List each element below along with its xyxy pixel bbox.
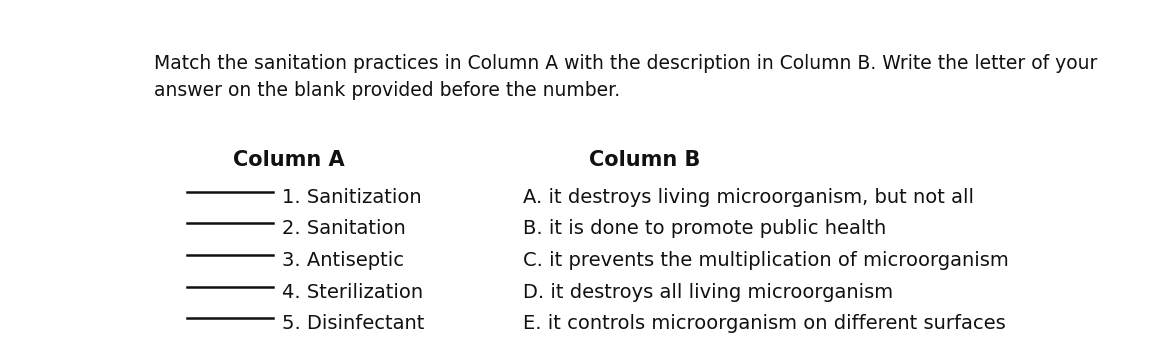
Text: E. it controls microorganism on different surfaces: E. it controls microorganism on differen… xyxy=(522,314,1005,333)
Text: answer on the blank provided before the number.: answer on the blank provided before the … xyxy=(154,81,621,100)
Text: 2. Sanitation: 2. Sanitation xyxy=(282,220,406,238)
Text: 1. Sanitization: 1. Sanitization xyxy=(282,188,422,207)
Text: D. it destroys all living microorganism: D. it destroys all living microorganism xyxy=(522,283,892,302)
Text: B. it is done to promote public health: B. it is done to promote public health xyxy=(522,220,886,238)
Text: 5. Disinfectant: 5. Disinfectant xyxy=(282,314,424,333)
Text: 3. Antiseptic: 3. Antiseptic xyxy=(282,251,404,270)
Text: Column A: Column A xyxy=(232,150,345,170)
Text: A. it destroys living microorganism, but not all: A. it destroys living microorganism, but… xyxy=(522,188,974,207)
Text: C. it prevents the multiplication of microorganism: C. it prevents the multiplication of mic… xyxy=(522,251,1009,270)
Text: Match the sanitation practices in Column A with the description in Column B. Wri: Match the sanitation practices in Column… xyxy=(154,54,1098,73)
Text: 4. Sterilization: 4. Sterilization xyxy=(282,283,423,302)
Text: Column B: Column B xyxy=(590,150,700,170)
